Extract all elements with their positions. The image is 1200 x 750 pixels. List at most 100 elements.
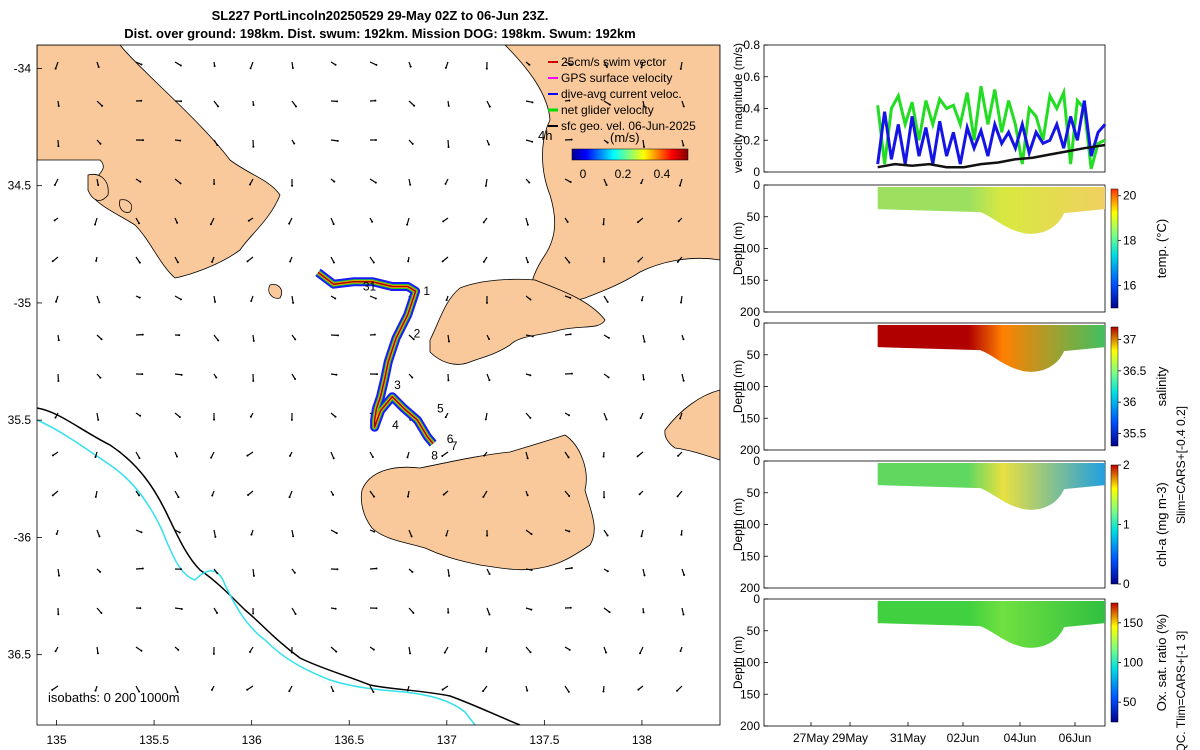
vector-arrow-head (139, 607, 142, 610)
vector-arrow-head (332, 493, 335, 496)
vector-arrow (408, 607, 414, 614)
vector-arrow-head (141, 373, 144, 376)
vector-arrow-head (485, 301, 488, 304)
vector-arrow (602, 217, 605, 225)
vector-arrow (482, 685, 488, 692)
vector-arrow-head (335, 100, 338, 103)
section-ylabel: Depth (m) (731, 498, 745, 551)
vector-arrow-head (332, 690, 335, 693)
vector-arrow (564, 61, 572, 65)
vector-arrow-head (249, 650, 252, 653)
vector-arrow-head (332, 223, 335, 226)
vector-arrow-head (290, 651, 293, 654)
vector-arrow (252, 568, 255, 576)
vector-arrow (174, 490, 179, 498)
glider-track (315, 268, 437, 447)
section-colorbar (1110, 602, 1119, 723)
vector-arrow (330, 646, 337, 653)
vector-arrow-head (570, 63, 573, 66)
vector-arrow-head (676, 495, 679, 498)
vector-arrow-head (447, 145, 450, 148)
waypoint-label: 6 (447, 432, 454, 446)
vector-arrow-head (180, 373, 183, 376)
legend-item-gps: GPS surface velocity (548, 71, 672, 85)
vector-arrow-head (57, 104, 60, 107)
vector-arrow-head (682, 613, 685, 616)
legend-item-swim-vector: 25cm/s swim vector (548, 55, 666, 69)
section-ylabel: Depth (m) (731, 636, 745, 689)
vector-arrow-head (682, 379, 685, 382)
vector-arrow-head (98, 535, 101, 538)
vector-arrow (603, 100, 611, 106)
vector-arrow (603, 412, 608, 420)
vector-arrow-head (55, 300, 58, 303)
vector-arrow-head (101, 104, 104, 107)
vector-arrow-head (335, 650, 338, 653)
map-ytick-label: 36.5 (8, 648, 32, 662)
vector-arrow (406, 217, 410, 225)
vector-arrow-head (605, 184, 608, 187)
vector-arrow (676, 685, 683, 692)
vector-arrow (135, 61, 142, 66)
vector-arrow-head (292, 301, 295, 304)
vector-arrow (482, 490, 488, 498)
velocity-y-ticks: 0 0.2 0.4 0.6 0.8 (743, 38, 768, 179)
vector-arrow-head (568, 530, 571, 533)
vector-arrow-head (411, 142, 414, 145)
vector-arrow-head (247, 493, 250, 496)
vector-arrow-head (569, 181, 572, 184)
vector-arrow-head (288, 496, 291, 499)
vector-arrow-head (412, 611, 415, 614)
vector-arrow (213, 100, 219, 107)
vector-arrow (486, 100, 491, 107)
vector-arrow (442, 685, 449, 691)
vector-arrow-head (94, 689, 97, 692)
vector-arrow (485, 412, 488, 420)
vector-arrow-head (486, 534, 489, 537)
vector-arrow (603, 178, 608, 186)
vector-arrow-head (483, 454, 486, 457)
vector-arrow-head (607, 376, 610, 379)
legend-label-sfc: sfc geo. vel. 06-Jun-2025 (561, 119, 696, 133)
waypoint-label: 3 (394, 378, 401, 392)
vector-arrow (408, 334, 415, 340)
vector-arrow-head (488, 105, 491, 108)
vector-arrow-head (643, 340, 646, 343)
map-colorbar (571, 148, 689, 161)
vector-arrow-head (411, 571, 414, 574)
vector-arrow-head (99, 142, 102, 145)
vector-arrow-head (94, 223, 97, 226)
vector-arrow-head (177, 496, 180, 499)
vector-arrow-head (140, 99, 143, 102)
land-kangaroo-island (360, 434, 595, 571)
vector-arrow-head (642, 611, 645, 614)
colorbar-tick-label: 20 (1123, 189, 1137, 203)
vector-arrow-head (210, 456, 213, 459)
vector-arrow-head (216, 572, 219, 575)
vector-arrow-head (603, 496, 606, 499)
vector-arrow (291, 529, 294, 537)
vector-arrow (642, 334, 646, 342)
waypoint-label: 8 (431, 448, 438, 462)
vector-arrow-head (444, 416, 447, 419)
vector-arrow-head (679, 417, 682, 420)
vector-arrow-head (482, 690, 485, 693)
vector-arrow-head (677, 454, 680, 457)
vector-arrow-head (94, 456, 97, 459)
vector-arrow-head (531, 101, 534, 104)
vector-arrow-head (252, 574, 255, 577)
vector-arrow (369, 490, 375, 497)
legend-label-gps: GPS surface velocity (561, 71, 672, 85)
vector-arrow-head (413, 104, 416, 107)
section-ytick-label: 200 (740, 581, 760, 595)
vector-arrow (174, 61, 182, 66)
vector-arrow-head (252, 612, 255, 615)
colorbar-label: salinity (1154, 366, 1169, 406)
vector-arrow-head (636, 221, 639, 224)
map-xtick-label: 137 (437, 733, 457, 747)
vector-arrow-head (445, 534, 448, 537)
vector-arrow-head (682, 338, 685, 341)
colorbar-tick-label: 0 (1123, 577, 1130, 591)
vector-arrow (330, 217, 335, 225)
map-xtick-label: 138 (632, 733, 652, 747)
